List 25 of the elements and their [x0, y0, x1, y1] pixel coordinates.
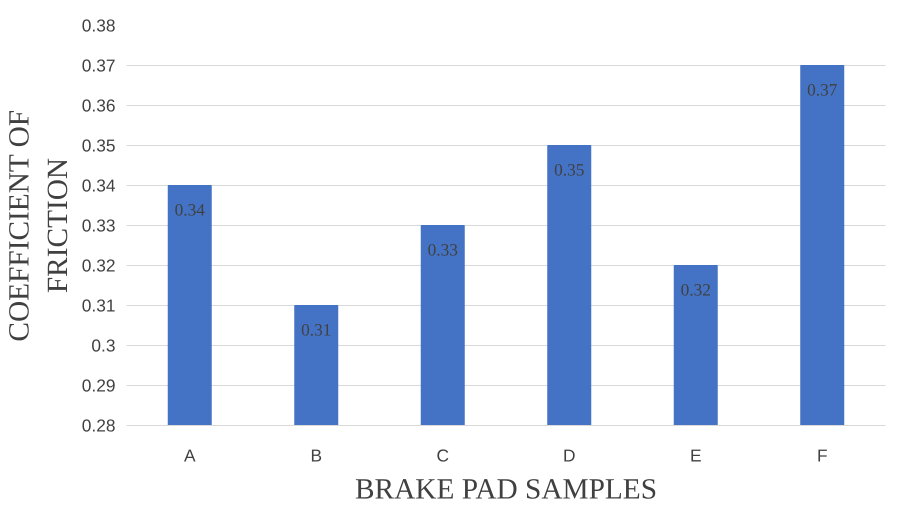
data-label: 0.35: [554, 160, 584, 180]
x-axis-title: BRAKE PAD SAMPLES: [354, 474, 658, 506]
x-tick-label: D: [562, 446, 576, 466]
y-tick-label: 0.35: [82, 136, 116, 156]
y-tick-label: 0.28: [82, 416, 116, 436]
y-tick-label: 0.3: [91, 336, 116, 356]
x-tick-label: F: [816, 446, 828, 466]
y-tick-label: 0.32: [82, 256, 116, 276]
y-axis-title: COEFFICIENT OF FRICTION: [3, 110, 74, 342]
data-label: 0.37: [807, 80, 838, 100]
y-tick-label: 0.37: [82, 56, 116, 76]
y-tick-label: 0.29: [82, 376, 116, 396]
data-label: 0.33: [428, 240, 458, 260]
data-label: 0.31: [301, 320, 332, 340]
x-tick-label: C: [436, 446, 450, 466]
x-tick-label: E: [690, 446, 702, 466]
y-tick-label: 0.34: [82, 176, 116, 196]
y-tick-label: 0.38: [82, 16, 116, 36]
data-label: 0.34: [174, 200, 206, 220]
data-label: 0.32: [680, 280, 711, 300]
y-tick-label: 0.33: [82, 216, 116, 236]
y-tick-label: 0.36: [82, 96, 116, 116]
y-tick-label: 0.31: [82, 296, 116, 316]
x-tick-label: A: [184, 446, 196, 466]
x-tick-label: B: [310, 446, 322, 466]
